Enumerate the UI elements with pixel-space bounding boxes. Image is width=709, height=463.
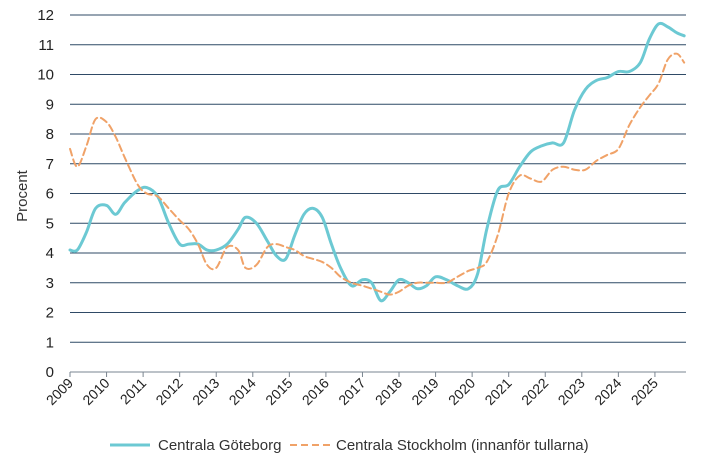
x-tick-label: 2016: [299, 375, 332, 408]
y-tick-label: 11: [38, 37, 54, 54]
x-tick-label: 2013: [189, 375, 222, 408]
x-tick-label: 2020: [445, 375, 478, 408]
y-tick-label: 2: [46, 305, 54, 322]
y-axis-label: Procent: [14, 169, 31, 222]
x-tick-label: 2017: [335, 375, 368, 408]
y-tick-label: 5: [46, 215, 54, 232]
y-tick-label: 10: [37, 67, 54, 84]
y-tick-label: 0: [46, 364, 54, 381]
x-tick-label: 2021: [481, 375, 514, 408]
y-tick-label: 6: [46, 186, 54, 203]
y-tick-label: 12: [37, 7, 54, 24]
y-tick-label: 4: [46, 245, 54, 262]
y-tick-label: 3: [46, 275, 54, 292]
x-tick-label: 2023: [555, 375, 588, 408]
series-line-goteborg: [68, 21, 686, 303]
series-lines: [68, 21, 686, 303]
y-tick-label: 7: [46, 156, 54, 173]
legend: Centrala Göteborg Centrala Stockholm (in…: [110, 437, 589, 454]
x-tick-label: 2010: [79, 375, 112, 408]
legend-label-goteborg: Centrala Göteborg: [158, 437, 281, 454]
y-tick-label: 1: [46, 334, 54, 351]
grid-lines: [70, 14, 686, 373]
x-axis-ticks: 2009 2010 2011 2012 2013 2014 2015 2016 2017 2018…: [43, 372, 661, 408]
x-tick-label: 2022: [518, 375, 551, 408]
x-tick-label: 2018: [372, 375, 405, 408]
x-tick-label: 2024: [591, 375, 624, 408]
y-tick-label: 9: [46, 96, 54, 113]
y-tick-label: 8: [46, 126, 54, 143]
x-tick-label: 2011: [117, 375, 150, 408]
series-line-stockholm: [69, 52, 686, 296]
x-tick-label: 2025: [628, 375, 661, 408]
x-tick-label: 2012: [152, 375, 185, 408]
x-tick-label: 2014: [226, 375, 259, 408]
x-tick-label: 2019: [408, 375, 441, 408]
legend-label-stockholm: Centrala Stockholm (innanför tullarna): [336, 437, 589, 454]
x-tick-label: 2015: [262, 375, 295, 408]
